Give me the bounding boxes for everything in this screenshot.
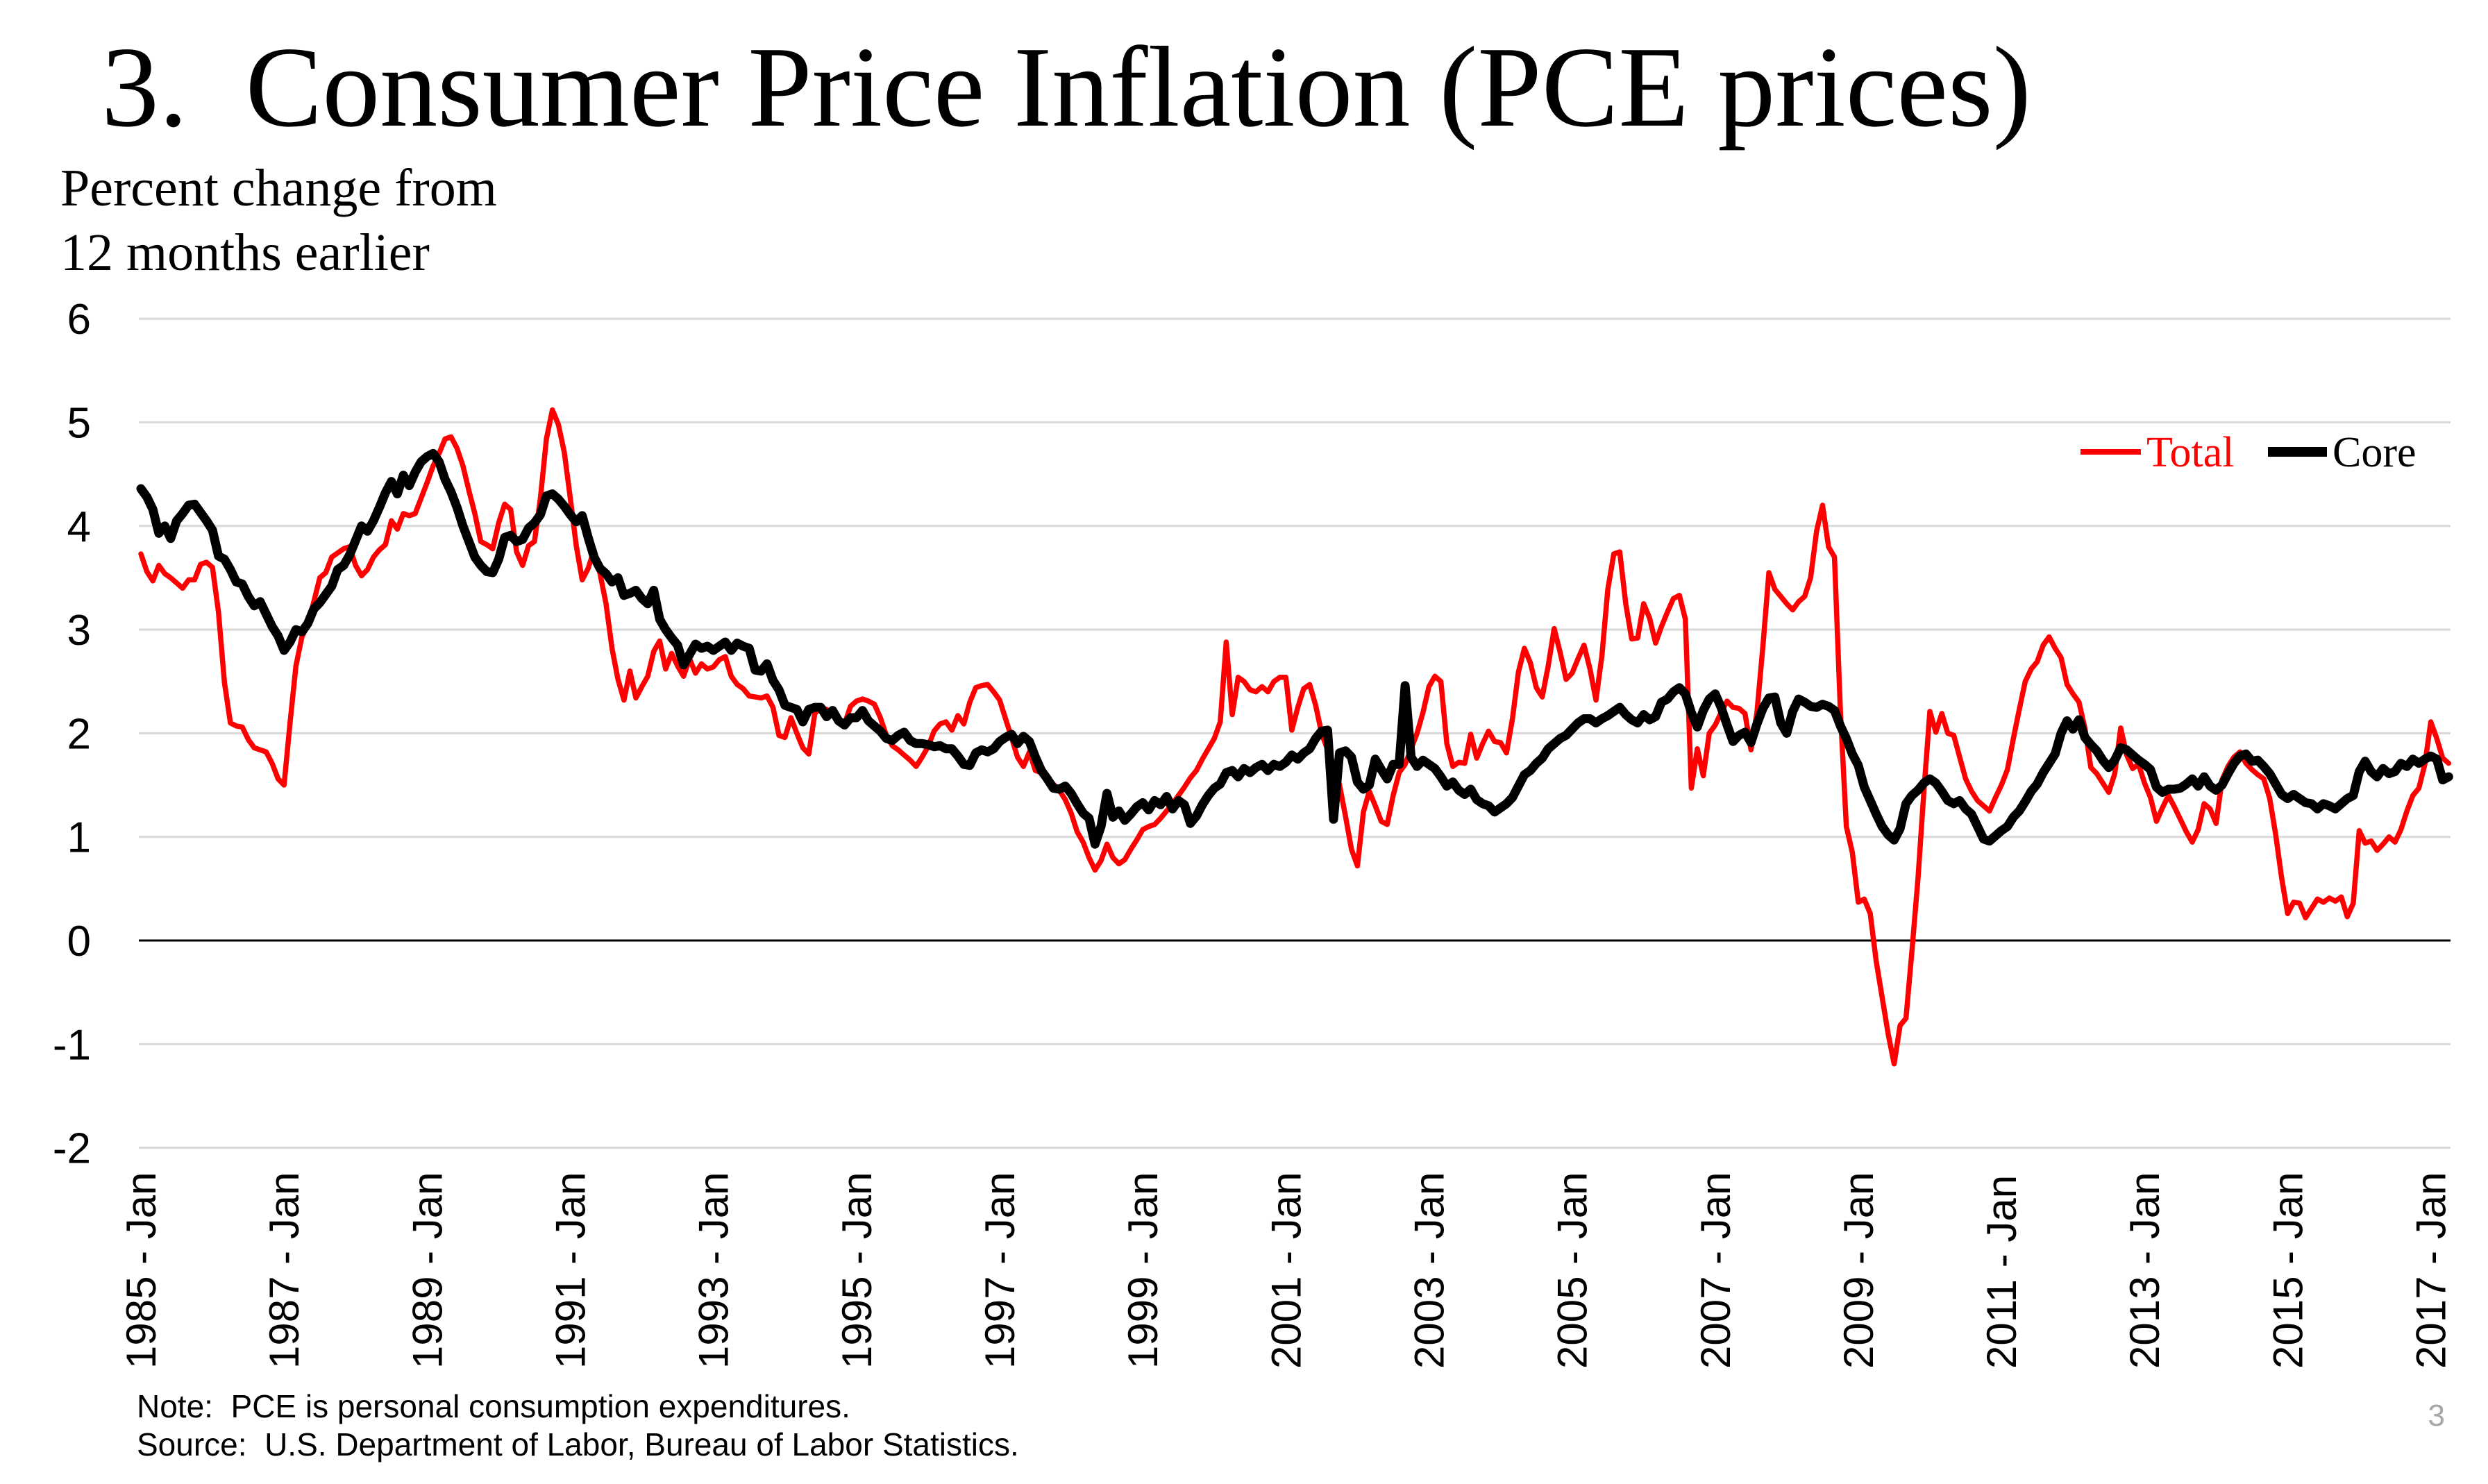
svg-text:1985 - Jan: 1985 - Jan (118, 1172, 165, 1369)
svg-text:0: 0 (67, 918, 91, 966)
svg-text:1987 - Jan: 1987 - Jan (261, 1172, 308, 1369)
svg-text:Core: Core (2332, 429, 2416, 476)
svg-text:Source: U.S. Department of La: Source: U.S. Department of Labor, Bureau… (137, 1426, 1019, 1462)
svg-text:1993 - Jan: 1993 - Jan (691, 1172, 737, 1369)
svg-text:5: 5 (67, 400, 91, 448)
svg-text:2011 - Jan: 2011 - Jan (1978, 1175, 2025, 1369)
svg-text:2001 - Jan: 2001 - Jan (1263, 1172, 1309, 1369)
svg-text:Total: Total (2146, 429, 2235, 476)
svg-text:2007 - Jan: 2007 - Jan (1692, 1172, 1739, 1369)
svg-text:12 months earlier: 12 months earlier (60, 224, 430, 282)
svg-text:1: 1 (67, 814, 91, 862)
svg-text:1999 - Jan: 1999 - Jan (1120, 1172, 1166, 1369)
svg-text:1989 - Jan: 1989 - Jan (404, 1172, 451, 1369)
svg-text:-2: -2 (53, 1125, 91, 1173)
svg-text:2003 - Jan: 2003 - Jan (1406, 1172, 1452, 1369)
svg-text:2017 - Jan: 2017 - Jan (2408, 1172, 2455, 1369)
svg-text:6: 6 (67, 296, 91, 344)
svg-text:Percent change from: Percent change from (60, 159, 497, 217)
svg-text:1995 - Jan: 1995 - Jan (834, 1172, 880, 1369)
svg-text:1997 - Jan: 1997 - Jan (977, 1172, 1023, 1369)
svg-text:2015 - Jan: 2015 - Jan (2264, 1172, 2311, 1369)
svg-text:Note: PCE is personal consump: Note: PCE is personal consumption expend… (137, 1388, 850, 1424)
svg-text:3. Consumer Price Inflation (: 3. Consumer Price Inflation (PCE prices) (101, 23, 2031, 151)
svg-text:4: 4 (67, 503, 91, 551)
svg-text:2005 - Jan: 2005 - Jan (1549, 1172, 1596, 1369)
svg-text:3: 3 (67, 607, 91, 655)
svg-text:2: 2 (67, 710, 91, 758)
svg-text:1991 - Jan: 1991 - Jan (548, 1172, 594, 1369)
svg-text:-1: -1 (53, 1021, 91, 1069)
svg-text:3: 3 (2428, 1399, 2445, 1433)
svg-text:2013 - Jan: 2013 - Jan (2121, 1172, 2168, 1369)
svg-text:2009 - Jan: 2009 - Jan (1835, 1172, 1882, 1369)
